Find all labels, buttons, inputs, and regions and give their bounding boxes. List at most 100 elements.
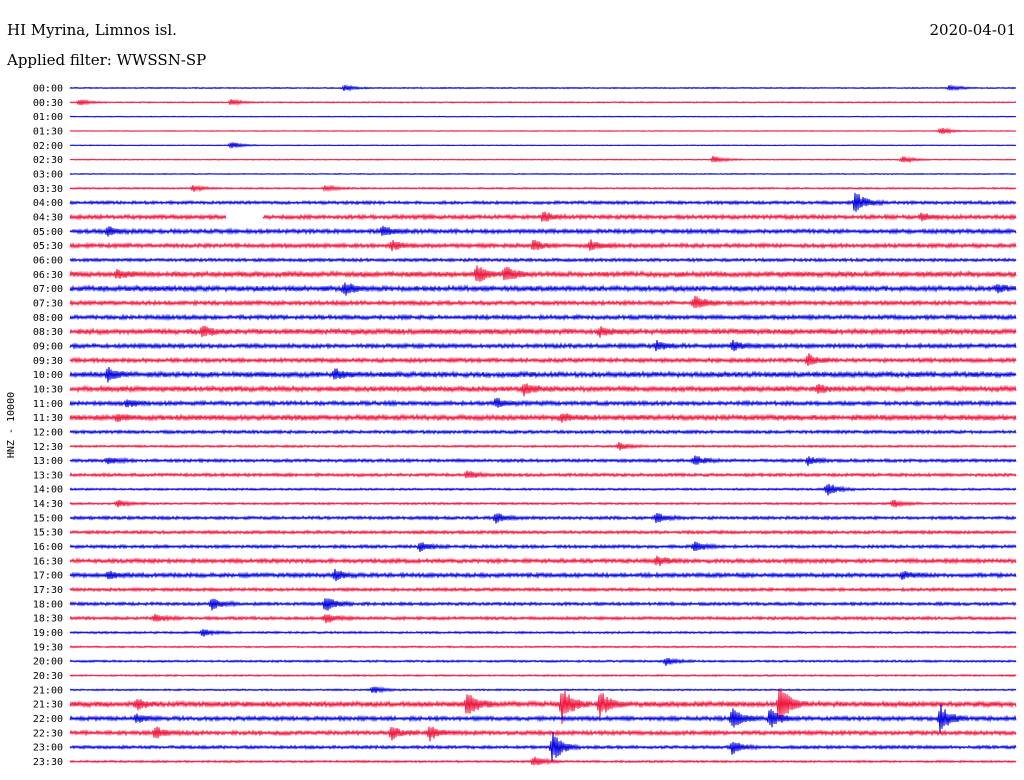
row-label: 21:30 [33,700,63,711]
trace-line [69,686,1017,694]
trace-line [69,83,1017,92]
row-label: 07:00 [33,284,63,295]
trace-line [69,313,1017,322]
trace-line [69,239,1017,252]
trace-line [69,339,1017,352]
row-label: 07:30 [33,298,63,309]
row-label: 01:30 [33,126,63,137]
row-label: 14:30 [33,499,63,510]
trace-line [69,756,1017,766]
trace-line [69,732,1017,762]
trace-line [69,499,1017,508]
row-label: 15:00 [33,513,63,524]
row-label: 10:00 [33,370,63,381]
trace-line [69,256,1017,263]
trace-line [69,598,1017,611]
trace-line [69,225,1017,237]
row-label: 20:30 [33,671,63,682]
row-label: 17:00 [33,571,63,582]
trace-line [69,155,1017,164]
trace-line [69,704,1017,733]
trace-line [69,555,1017,567]
trace-line [69,613,1017,624]
row-label: 04:30 [33,212,63,223]
row-label: 03:30 [33,184,63,195]
row-label: 16:30 [33,556,63,567]
row-label: 11:30 [33,413,63,424]
trace-line [69,98,1017,106]
trace-line [69,673,1017,678]
date-label: 2020-04-01 [929,21,1016,39]
row-label: 06:00 [33,255,63,266]
trace-line [69,383,1017,397]
row-label: 22:30 [33,728,63,739]
row-label: 21:00 [33,685,63,696]
row-label: 05:00 [33,227,63,238]
trace-line [69,295,1017,309]
row-label: 16:00 [33,542,63,553]
row-label: 18:30 [33,614,63,625]
trace-line [69,513,1017,524]
trace-line [69,211,1017,222]
row-label: 02:00 [33,141,63,152]
trace-line [69,657,1017,666]
trace-line [69,455,1017,466]
trace-line [69,282,1017,296]
row-label: 23:30 [33,757,63,768]
row-label: 12:00 [33,427,63,438]
station-title: HI Myrina, Limnos isl. [7,21,177,39]
trace-line [69,397,1017,408]
row-label: 03:00 [33,169,63,180]
row-label: 12:30 [33,442,63,453]
filter-subtitle: Applied filter: WWSSN-SP [7,51,207,69]
trace-line [69,726,1017,742]
row-label: 01:00 [33,112,63,123]
row-label: 04:00 [33,198,63,209]
trace-line [69,428,1017,435]
trace-line [69,413,1017,423]
row-label: 00:00 [33,84,63,95]
row-label: 18:00 [33,599,63,610]
row-label: 09:30 [33,356,63,367]
row-label: 23:00 [33,743,63,754]
row-label: 20:00 [33,657,63,668]
row-label: 14:00 [33,485,63,496]
trace-line [69,629,1017,637]
row-label: 10:30 [33,384,63,395]
row-label: 11:00 [33,399,63,410]
trace-line [69,325,1017,338]
trace-line [69,142,1017,150]
row-label: 08:00 [33,313,63,324]
trace-line [69,470,1017,479]
row-label: 06:30 [33,270,63,281]
y-axis-label: HNZ - 10000 [6,392,17,458]
trace-line [69,115,1017,118]
row-label: 02:30 [33,155,63,166]
trace-line [69,541,1017,553]
trace-line [69,192,1017,212]
trace-line [69,172,1017,176]
trace-line [69,184,1017,193]
row-label: 08:30 [33,327,63,338]
row-label: 09:00 [33,341,63,352]
trace-line [69,265,1017,282]
trace-line [69,367,1017,383]
trace-line [69,687,1017,725]
trace-line [69,127,1017,135]
row-label: 17:30 [33,585,63,596]
row-label: 05:30 [33,241,63,252]
row-label: 19:00 [33,628,63,639]
row-label: 19:30 [33,642,63,653]
trace-line [69,586,1017,593]
trace-line [69,568,1017,582]
row-label: 13:00 [33,456,63,467]
row-label: 13:30 [33,470,63,481]
trace-line [69,645,1017,649]
row-label: 00:30 [33,98,63,109]
row-label: 22:00 [33,714,63,725]
trace-line [69,529,1017,536]
row-label: 15:30 [33,528,63,539]
trace-line [69,353,1017,367]
trace-line [69,442,1017,451]
